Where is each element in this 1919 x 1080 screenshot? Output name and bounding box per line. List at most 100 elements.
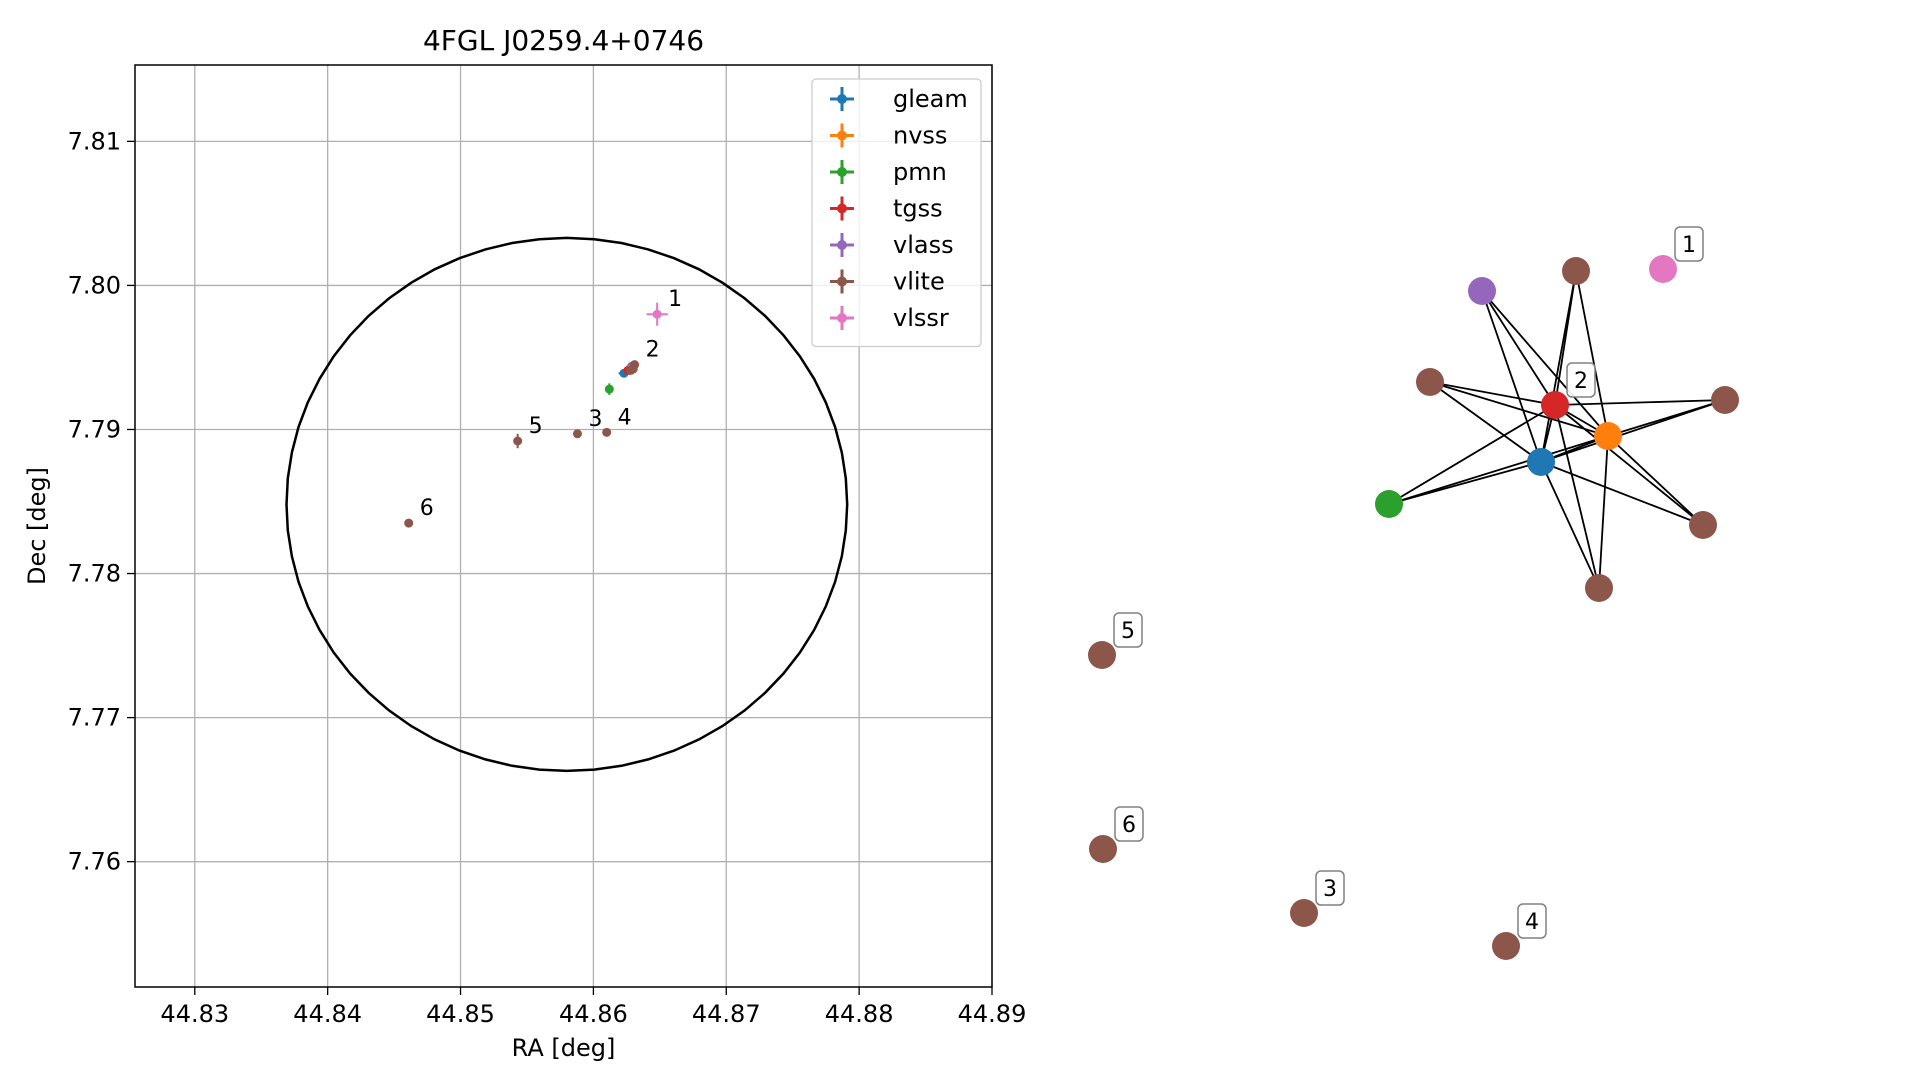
data-points: [404, 302, 668, 528]
network-node-tgss: [1541, 391, 1569, 419]
point-vlite: [626, 365, 636, 375]
network-edge: [1388, 404, 1556, 505]
legend-entry-gleam: gleam: [830, 85, 968, 113]
network-node-vlite: [1290, 899, 1318, 927]
network-edge: [1481, 290, 1556, 406]
network-node-vlite: [1711, 386, 1739, 414]
network-edge: [1575, 270, 1609, 437]
network-node-label: 3: [1323, 877, 1337, 902]
network-label-box: 3: [1315, 870, 1345, 906]
network-node-pmn: [1375, 490, 1403, 518]
x-tick-label: 44.85: [426, 1000, 495, 1028]
x-tick-label: 44.87: [692, 1000, 761, 1028]
legend-entry-vlssr: vlssr: [830, 304, 949, 332]
point-label: 5: [529, 414, 543, 439]
network-edge: [1554, 404, 1600, 589]
network-node-label: 4: [1525, 910, 1539, 935]
legend: gleam nvss pmn tgss vlass vlite vlssr: [811, 78, 982, 348]
legend-entry-nvss: nvss: [830, 122, 947, 150]
network-edge: [1554, 399, 1726, 406]
legend-entry-pmn: pmn: [830, 158, 947, 186]
y-axis-label: Dec [deg]: [23, 467, 51, 585]
network-node-nvss: [1594, 422, 1622, 450]
legend-label: pmn: [893, 158, 947, 186]
network-edge: [1554, 404, 1704, 526]
network-edge: [1540, 461, 1600, 589]
y-tick-label: 7.79: [68, 415, 121, 443]
network-node-vlite: [1585, 574, 1613, 602]
x-ticks: 44.83 44.84 44.85 44.86 44.87 44.88 44.89: [160, 987, 1026, 1028]
network-edge: [1388, 461, 1542, 505]
x-axis-label: RA [deg]: [512, 1034, 616, 1062]
y-tick-label: 7.78: [68, 560, 121, 588]
point-vlite: [513, 433, 523, 449]
y-ticks: 7.76 7.77 7.78 7.79 7.80 7.81: [68, 127, 135, 876]
network-node-vlite: [1089, 835, 1117, 863]
legend-entry-vlass: vlass: [830, 231, 954, 259]
plot-frame: [134, 64, 993, 988]
network-node-gleam: [1527, 448, 1555, 476]
network-edge: [1429, 381, 1556, 406]
legend-label: vlite: [893, 268, 945, 296]
legend-label: tgss: [893, 195, 943, 223]
network-label-box: 5: [1113, 612, 1143, 648]
network-edge: [1429, 381, 1542, 463]
network-label-box: 6: [1114, 806, 1144, 842]
network-graph: 1 2 5 6 3 4: [1088, 226, 1739, 960]
network-edge: [1481, 290, 1609, 437]
point-label: 6: [420, 496, 434, 521]
network-node-vlite: [1492, 932, 1520, 960]
network-node-label: 2: [1574, 369, 1588, 394]
point-vlssr: [646, 302, 668, 326]
network-node-vlite: [1689, 511, 1717, 539]
point-vlite: [572, 429, 582, 439]
network-node-vlass: [1468, 277, 1496, 305]
network-label-box: 2: [1566, 362, 1596, 398]
point-labels: 2 3 4 5 6 1: [420, 287, 682, 521]
legend-label: vlssr: [893, 304, 949, 332]
network-label-box: 4: [1517, 903, 1547, 939]
network-node-vlite: [1416, 368, 1444, 396]
localization-ellipse: [285, 236, 849, 773]
network-node-labels: 1 2 5 6 3 4: [1113, 226, 1704, 939]
network-edge: [1429, 381, 1609, 437]
point-label: 3: [588, 407, 602, 432]
network-edge: [1598, 435, 1609, 589]
x-tick-label: 44.89: [958, 1000, 1027, 1028]
network-node-label: 5: [1121, 619, 1135, 644]
point-label: 4: [618, 405, 632, 430]
point-label: 1: [668, 287, 682, 312]
network-edge: [1607, 435, 1704, 526]
network-node-label: 1: [1682, 233, 1696, 258]
point-vlite: [602, 427, 612, 437]
legend-label: vlass: [893, 231, 954, 259]
point-pmn: [604, 383, 614, 395]
chart-title: 4FGL J0259.4+0746: [423, 24, 704, 57]
legend-entry-tgss: tgss: [830, 195, 943, 223]
y-tick-label: 7.80: [68, 271, 121, 299]
network-node-vlite: [1088, 641, 1116, 669]
network-edge: [1481, 290, 1542, 463]
legend-label: gleam: [893, 85, 968, 113]
legend-entry-vlite: vlite: [830, 268, 945, 296]
x-tick-label: 44.88: [825, 1000, 894, 1028]
x-tick-label: 44.86: [559, 1000, 628, 1028]
network-edge: [1540, 461, 1704, 526]
point-vlite: [404, 518, 414, 528]
network-node-vlite: [1562, 257, 1590, 285]
network-node-vlssr: [1649, 255, 1677, 283]
network-edges: [1388, 270, 1726, 589]
legend-box: [811, 78, 982, 348]
y-tick-label: 7.81: [68, 127, 121, 155]
y-tick-label: 7.76: [68, 848, 121, 876]
network-label-box: 1: [1674, 226, 1704, 262]
network-node-label: 6: [1122, 813, 1136, 838]
point-label: 2: [646, 338, 660, 363]
legend-label: nvss: [893, 122, 947, 150]
network-edge: [1540, 399, 1726, 463]
x-tick-label: 44.83: [160, 1000, 229, 1028]
network-nodes: [1088, 255, 1739, 960]
network-edge: [1388, 435, 1609, 505]
x-tick-label: 44.84: [293, 1000, 362, 1028]
